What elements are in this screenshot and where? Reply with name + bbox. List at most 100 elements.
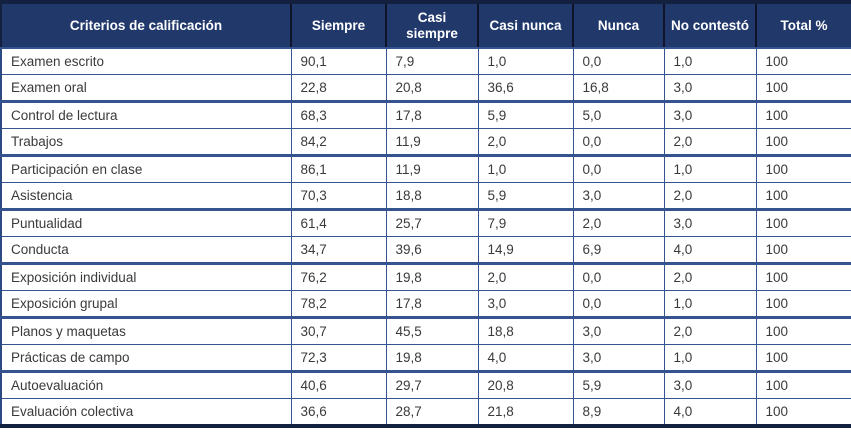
- value-cell: 100: [755, 236, 851, 265]
- criterion-label: Control de lectura: [0, 101, 292, 129]
- value-cell: 1,0: [663, 155, 757, 183]
- value-cell: 3,0: [663, 371, 757, 399]
- table-row: Trabajos 84,2 11,9 2,0 0,0 2,0 100: [0, 128, 851, 157]
- value-cell: 100: [755, 398, 851, 428]
- column-header: Siempre: [290, 0, 387, 49]
- criterion-label: Examen escrito: [0, 47, 292, 75]
- value-cell: 3,0: [572, 344, 665, 373]
- criterion-label: Exposición grupal: [0, 290, 292, 319]
- value-cell: 6,9: [572, 236, 665, 265]
- value-cell: 2,0: [477, 128, 574, 157]
- value-cell: 2,0: [663, 263, 757, 291]
- value-cell: 4,0: [477, 344, 574, 373]
- table-row: Exposición grupal 78,2 17,8 3,0 0,0 1,0 100: [0, 290, 851, 319]
- column-header: Nunca: [572, 0, 665, 49]
- value-cell: 18,8: [477, 317, 574, 345]
- value-cell: 1,0: [663, 47, 757, 75]
- table-row: Planos y maquetas 30,7 45,5 18,8 3,0 2,0 100: [0, 317, 851, 345]
- value-cell: 5,9: [477, 182, 574, 211]
- value-cell: 100: [755, 290, 851, 319]
- value-cell: 36,6: [477, 74, 574, 103]
- value-cell: 2,0: [663, 128, 757, 157]
- criterion-label: Autoevaluación: [0, 371, 292, 399]
- value-cell: 20,8: [385, 74, 479, 103]
- column-header: Criterios de calificación: [0, 0, 292, 49]
- value-cell: 100: [755, 344, 851, 373]
- value-cell: 3,0: [572, 182, 665, 211]
- table-row: Evaluación colectiva 36,6 28,7 21,8 8,9 4,0 10…: [0, 398, 851, 428]
- value-cell: 28,7: [385, 398, 479, 428]
- value-cell: 1,0: [663, 344, 757, 373]
- value-cell: 100: [755, 371, 851, 399]
- value-cell: 4,0: [663, 398, 757, 428]
- value-cell: 34,7: [290, 236, 387, 265]
- table-row: Examen oral 22,8 20,8 36,6 16,8 3,0 100: [0, 74, 851, 103]
- value-cell: 100: [755, 47, 851, 75]
- value-cell: 2,0: [663, 182, 757, 211]
- criterion-label: Trabajos: [0, 128, 292, 157]
- value-cell: 2,0: [477, 263, 574, 291]
- value-cell: 0,0: [572, 290, 665, 319]
- value-cell: 11,9: [385, 128, 479, 157]
- value-cell: 1,0: [477, 47, 574, 75]
- value-cell: 61,4: [290, 209, 387, 237]
- value-cell: 17,8: [385, 290, 479, 319]
- value-cell: 1,0: [663, 290, 757, 319]
- value-cell: 3,0: [477, 290, 574, 319]
- value-cell: 2,0: [663, 317, 757, 345]
- value-cell: 5,0: [572, 101, 665, 129]
- table-row: Puntualidad 61,4 25,7 7,9 2,0 3,0 100: [0, 209, 851, 237]
- value-cell: 68,3: [290, 101, 387, 129]
- value-cell: 100: [755, 209, 851, 237]
- value-cell: 20,8: [477, 371, 574, 399]
- value-cell: 100: [755, 317, 851, 345]
- value-cell: 11,9: [385, 155, 479, 183]
- value-cell: 72,3: [290, 344, 387, 373]
- criterion-label: Asistencia: [0, 182, 292, 211]
- value-cell: 7,9: [477, 209, 574, 237]
- value-cell: 84,2: [290, 128, 387, 157]
- value-cell: 100: [755, 182, 851, 211]
- criterion-label: Examen oral: [0, 74, 292, 103]
- value-cell: 40,6: [290, 371, 387, 399]
- table-row: Prácticas de campo 72,3 19,8 4,0 3,0 1,0 100: [0, 344, 851, 373]
- column-header: Total %: [755, 0, 851, 49]
- value-cell: 100: [755, 155, 851, 183]
- criterion-label: Participación en clase: [0, 155, 292, 183]
- value-cell: 3,0: [663, 101, 757, 129]
- table-row: Conducta 34,7 39,6 14,9 6,9 4,0 100: [0, 236, 851, 265]
- criterion-label: Planos y maquetas: [0, 317, 292, 345]
- value-cell: 39,6: [385, 236, 479, 265]
- value-cell: 78,2: [290, 290, 387, 319]
- value-cell: 4,0: [663, 236, 757, 265]
- value-cell: 19,8: [385, 344, 479, 373]
- value-cell: 3,0: [663, 209, 757, 237]
- value-cell: 18,8: [385, 182, 479, 211]
- value-cell: 30,7: [290, 317, 387, 345]
- criterion-label: Prácticas de campo: [0, 344, 292, 373]
- value-cell: 100: [755, 101, 851, 129]
- value-cell: 1,0: [477, 155, 574, 183]
- table-row: Control de lectura 68,3 17,8 5,9 5,0 3,0 100: [0, 101, 851, 129]
- value-cell: 100: [755, 263, 851, 291]
- column-header: Casi nunca: [477, 0, 574, 49]
- value-cell: 5,9: [477, 101, 574, 129]
- value-cell: 21,8: [477, 398, 574, 428]
- value-cell: 0,0: [572, 263, 665, 291]
- criterion-label: Evaluación colectiva: [0, 398, 292, 428]
- value-cell: 36,6: [290, 398, 387, 428]
- value-cell: 8,9: [572, 398, 665, 428]
- value-cell: 19,8: [385, 263, 479, 291]
- table-row: Participación en clase 86,1 11,9 1,0 0,0 1,0 1…: [0, 155, 851, 183]
- table-row: Examen escrito 90,1 7,9 1,0 0,0 1,0 100: [0, 47, 851, 75]
- value-cell: 14,9: [477, 236, 574, 265]
- value-cell: 3,0: [663, 74, 757, 103]
- value-cell: 7,9: [385, 47, 479, 75]
- value-cell: 76,2: [290, 263, 387, 291]
- value-cell: 22,8: [290, 74, 387, 103]
- table-header-row: Criterios de calificación Siempre Casi sie…: [0, 0, 851, 49]
- value-cell: 16,8: [572, 74, 665, 103]
- criterion-label: Conducta: [0, 236, 292, 265]
